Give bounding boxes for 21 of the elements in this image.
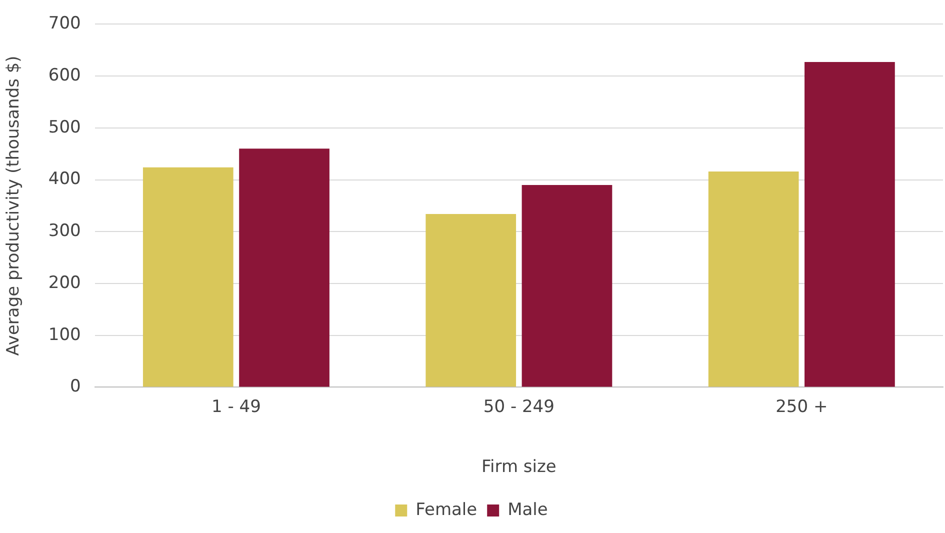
y-tick-label: 100 [48, 324, 81, 345]
bar [522, 184, 612, 387]
y-tick-label: 700 [48, 14, 81, 34]
x-tick-label: 250 + [776, 396, 828, 417]
y-tick-label: 0 [70, 376, 81, 397]
y-axis-title: Average productivity (thousands $) [4, 56, 24, 356]
bar [142, 167, 234, 387]
bar [708, 171, 799, 387]
y-tick-label: 600 [48, 65, 81, 86]
x-tick-label: 1 - 49 [212, 396, 261, 417]
y-tick-label: 500 [48, 117, 81, 138]
bar [426, 214, 516, 387]
x-tick-label: 50 - 249 [483, 396, 554, 417]
y-tick-label: 200 [48, 272, 81, 293]
y-tick-label: 300 [48, 221, 81, 242]
bar [239, 148, 330, 387]
x-axis-title: Firm size [481, 457, 556, 478]
y-tick-label: 400 [48, 169, 81, 190]
legend-label: Female [416, 500, 478, 520]
legend-label: Male [508, 500, 548, 520]
bar [804, 62, 895, 387]
